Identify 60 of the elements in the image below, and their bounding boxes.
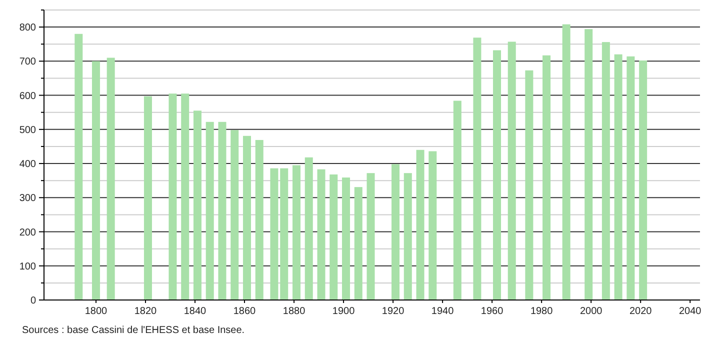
bar <box>255 140 264 300</box>
bar <box>280 168 288 300</box>
bar <box>366 173 375 300</box>
y-tick-label: 200 <box>19 227 36 238</box>
x-tick-label: 1960 <box>480 306 504 317</box>
bar <box>473 38 482 300</box>
x-tick-label: 1800 <box>84 306 108 317</box>
y-tick-label: 500 <box>19 124 36 136</box>
x-tick-label: 1880 <box>282 306 306 317</box>
bar <box>354 187 362 300</box>
y-tick-label: 400 <box>19 159 36 170</box>
y-tick-label: 600 <box>19 90 36 102</box>
bar <box>218 122 226 300</box>
bar <box>304 157 313 300</box>
bar <box>317 169 326 300</box>
bar <box>230 130 239 300</box>
bar <box>542 55 551 300</box>
x-tick-label: 1820 <box>134 306 158 317</box>
bar <box>292 165 300 300</box>
bar <box>639 60 648 300</box>
y-tick-label: 300 <box>19 193 36 204</box>
bar <box>584 29 593 300</box>
x-tick-label: 2020 <box>629 306 652 317</box>
bar <box>392 164 400 300</box>
bar <box>525 70 534 300</box>
bar <box>242 136 251 300</box>
bar <box>193 110 202 300</box>
bar <box>330 174 338 300</box>
bar <box>602 42 610 300</box>
bar <box>493 50 502 300</box>
bar <box>181 94 190 300</box>
bar <box>206 122 214 300</box>
y-tick-label: 800 <box>19 22 36 34</box>
x-tick-label: 1920 <box>382 306 405 317</box>
bar <box>144 96 152 300</box>
bar <box>453 100 462 300</box>
bar <box>92 61 100 300</box>
x-tick-label: 1940 <box>431 306 454 317</box>
x-tick-label: 1840 <box>184 306 207 317</box>
source-note: Sources : base Cassini de l'EHESS et base Insee. <box>22 325 245 336</box>
bar <box>508 42 516 300</box>
x-tick-label: 1900 <box>332 306 356 317</box>
y-tick-label: 700 <box>19 56 36 68</box>
bar <box>342 178 350 300</box>
bar <box>106 58 115 300</box>
bar <box>428 151 437 300</box>
x-tick-label: 2040 <box>678 306 702 317</box>
bar <box>416 150 424 300</box>
bar <box>614 54 622 300</box>
x-tick-label: 2000 <box>580 306 603 317</box>
bar <box>74 34 83 300</box>
bar <box>404 173 412 300</box>
bar <box>270 168 278 300</box>
y-tick-label: 100 <box>19 261 36 272</box>
bar <box>562 24 570 300</box>
x-tick-label: 1860 <box>233 306 256 317</box>
bar <box>626 56 635 300</box>
y-tick-label: 0 <box>30 296 36 306</box>
bar <box>168 94 177 300</box>
x-tick-label: 1980 <box>530 306 554 317</box>
